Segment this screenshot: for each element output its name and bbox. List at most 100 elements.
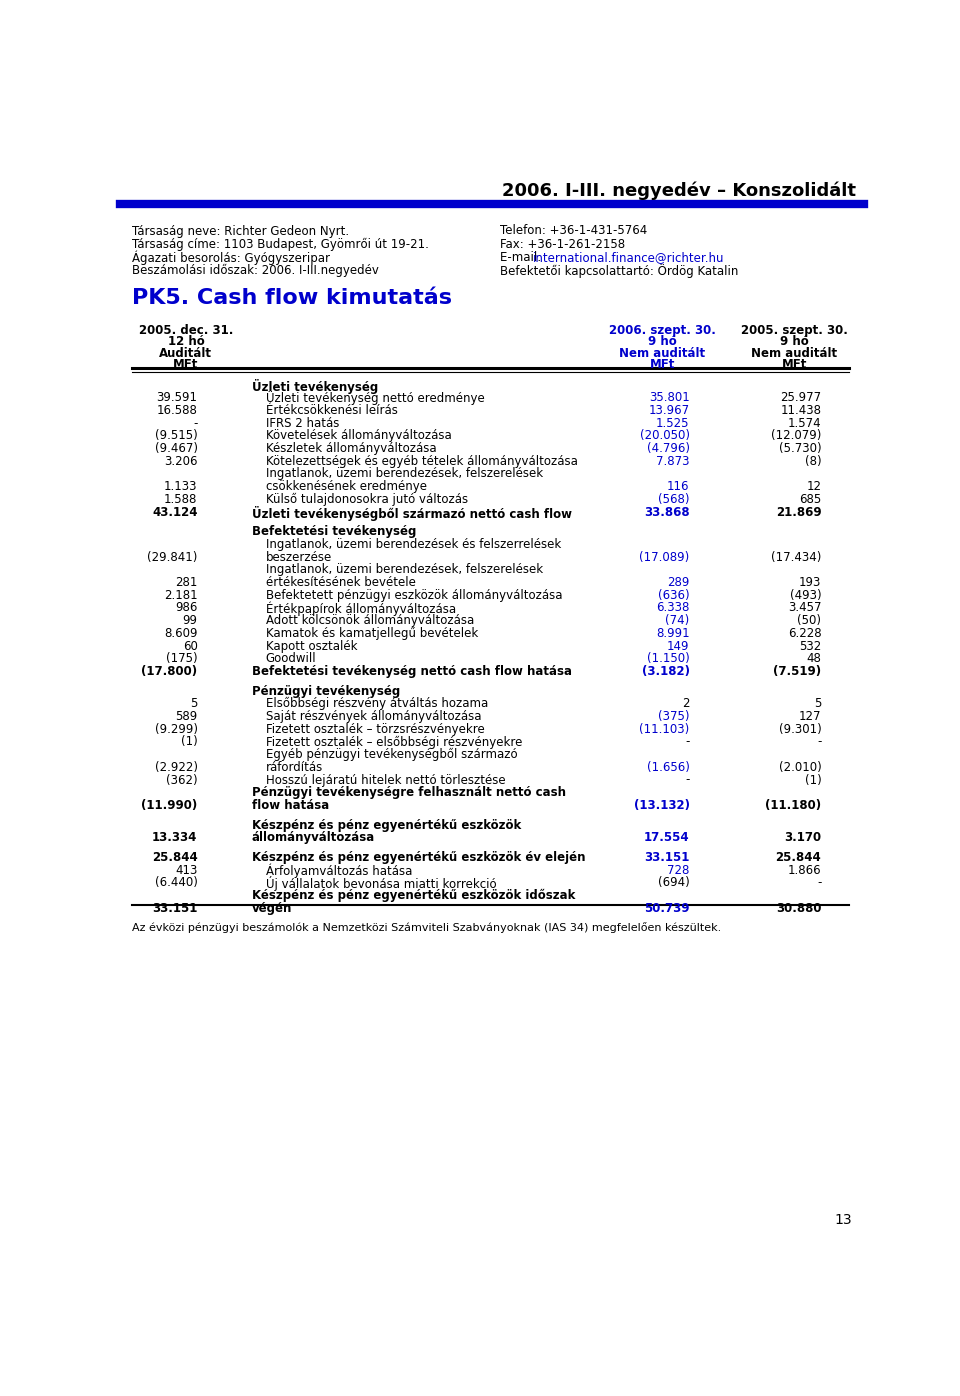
Text: IFRS 2 hatás: IFRS 2 hatás [266,416,339,430]
Text: (20.050): (20.050) [639,430,689,443]
Text: PK5. Cash flow kimutatás: PK5. Cash flow kimutatás [132,288,451,307]
Text: Hosszú lejáratú hitelek nettó törlesztése: Hosszú lejáratú hitelek nettó törlesztés… [266,773,505,786]
Text: 48: 48 [806,652,822,666]
Text: (2.010): (2.010) [779,761,822,773]
Text: (3.182): (3.182) [641,664,689,678]
Text: 3.457: 3.457 [788,602,822,614]
Text: 33.151: 33.151 [644,852,689,864]
Text: -: - [685,736,689,748]
Text: Készpénz és pénz egyenértékű eszközök időszak: Készpénz és pénz egyenértékű eszközök id… [252,889,575,902]
Text: 1.574: 1.574 [788,416,822,430]
Text: csökkenésének eredménye: csökkenésének eredménye [266,480,426,493]
Text: Kötelezettségek és egyéb tételek állományváltozása: Kötelezettségek és egyéb tételek állomán… [266,455,578,468]
Text: 2006. szept. 30.: 2006. szept. 30. [609,324,716,336]
Text: (5.730): (5.730) [779,443,822,455]
Text: 12 hó: 12 hó [167,335,204,349]
Text: 17.554: 17.554 [644,831,689,845]
Text: Befektetési tevékenység: Befektetési tevékenység [252,525,416,539]
Text: 12: 12 [806,480,822,493]
Text: Befektetői kapcsolattartó: Ördög Katalin: Befektetői kapcsolattartó: Ördög Katalin [500,264,738,278]
Text: 25.844: 25.844 [152,852,198,864]
Text: 685: 685 [799,493,822,505]
Text: (1.656): (1.656) [647,761,689,773]
Text: Ágazati besorolás: Gyógyszeripar: Ágazati besorolás: Gyógyszeripar [132,251,329,265]
Text: 25.844: 25.844 [776,852,822,864]
Text: Fizetett osztalék – elsőbbségi részvényekre: Fizetett osztalék – elsőbbségi részvénye… [266,736,522,748]
Text: Telefon: +36-1-431-5764: Telefon: +36-1-431-5764 [500,225,647,237]
Text: 1.588: 1.588 [164,493,198,505]
Text: (4.796): (4.796) [647,443,689,455]
Text: (2.922): (2.922) [155,761,198,773]
Text: 5: 5 [814,697,822,711]
Text: (17.089): (17.089) [639,550,689,564]
Text: Értékpapírok állományváltozása: Értékpapírok állományváltozása [266,602,456,616]
Text: 25.977: 25.977 [780,391,822,405]
Text: 532: 532 [799,639,822,652]
Text: 5: 5 [190,697,198,711]
Text: 2: 2 [683,697,689,711]
Text: 8.991: 8.991 [656,627,689,639]
Text: Befektetett pénzügyi eszközök állományváltozása: Befektetett pénzügyi eszközök állományvá… [266,589,563,602]
Text: Kapott osztalék: Kapott osztalék [266,639,357,652]
Text: (568): (568) [659,493,689,505]
Text: (29.841): (29.841) [147,550,198,564]
Text: Új vállalatok bevonása miatti korrekció: Új vállalatok bevonása miatti korrekció [266,877,496,891]
Text: 1.525: 1.525 [656,416,689,430]
Text: Goodwill: Goodwill [266,652,317,666]
Text: 9 hó: 9 hó [648,335,677,349]
Text: (9.299): (9.299) [155,723,198,736]
Text: Üzleti tevékenység nettó eredménye: Üzleti tevékenység nettó eredménye [266,391,485,405]
Text: 2005. szept. 30.: 2005. szept. 30. [741,324,848,336]
Text: 289: 289 [667,577,689,589]
Text: 589: 589 [176,711,198,723]
Text: értékesítésének bevétele: értékesítésének bevétele [266,577,416,589]
Text: Ingatlanok, üzemi berendezések és felszerrelések: Ingatlanok, üzemi berendezések és felsze… [266,537,561,551]
Text: (375): (375) [659,711,689,723]
Text: (9.515): (9.515) [155,430,198,443]
Text: Követelések állományváltozása: Követelések állományváltozása [266,430,451,443]
Text: Pénzügyi tevékenység: Pénzügyi tevékenység [252,684,400,698]
Text: (11.990): (11.990) [141,799,198,812]
Text: Társaság címe: 1103 Budapest, Gyömrői út 19-21.: Társaság címe: 1103 Budapest, Gyömrői út… [132,237,428,251]
Text: 413: 413 [175,864,198,877]
Text: 6.338: 6.338 [657,602,689,614]
Text: flow hatása: flow hatása [252,799,329,812]
Text: 3.206: 3.206 [164,455,198,468]
Text: Adott kölcsönök állományváltozása: Adott kölcsönök állományváltozása [266,614,474,627]
Text: (6.440): (6.440) [155,877,198,889]
Text: 9 hó: 9 hó [780,335,808,349]
Text: (11.103): (11.103) [639,723,689,736]
Text: 39.591: 39.591 [156,391,198,405]
Text: 6.228: 6.228 [788,627,822,639]
Text: Kamatok és kamatjellegű bevételek: Kamatok és kamatjellegű bevételek [266,627,478,639]
Text: (362): (362) [166,773,198,786]
Text: Ingatlanok, üzemi berendezések, felszerelések: Ingatlanok, üzemi berendezések, felszere… [266,564,542,577]
Text: (694): (694) [658,877,689,889]
Text: MFt: MFt [650,359,675,371]
Text: (493): (493) [790,589,822,602]
Text: Üzleti tevékenységből származó nettó cash flow: Üzleti tevékenységből származó nettó cas… [252,505,572,521]
Text: Üzleti tevékenység: Üzleti tevékenység [252,378,378,394]
Text: 2005. dec. 31.: 2005. dec. 31. [138,324,233,336]
Text: 11.438: 11.438 [780,403,822,417]
Text: Egyéb pénzügyi tevékenységből származó: Egyéb pénzügyi tevékenységből származó [266,748,517,761]
Text: 60: 60 [182,639,198,652]
Text: állományváltozása: állományváltozása [252,831,375,845]
Text: (636): (636) [658,589,689,602]
Text: 50.739: 50.739 [644,902,689,914]
Text: 193: 193 [799,577,822,589]
Text: 21.869: 21.869 [776,505,822,518]
Text: 99: 99 [182,614,198,627]
Text: (11.180): (11.180) [765,799,822,812]
Text: (50): (50) [798,614,822,627]
Text: 728: 728 [667,864,689,877]
Text: 2.181: 2.181 [164,589,198,602]
Text: (8): (8) [804,455,822,468]
Text: (1): (1) [804,773,822,786]
Text: 13.967: 13.967 [649,403,689,417]
Text: 7.873: 7.873 [656,455,689,468]
Text: 13.334: 13.334 [152,831,198,845]
Text: Készpénz és pénz egyenértékű eszközök: Készpénz és pénz egyenértékű eszközök [252,818,521,832]
Text: végén: végén [252,902,292,914]
Text: (12.079): (12.079) [771,430,822,443]
